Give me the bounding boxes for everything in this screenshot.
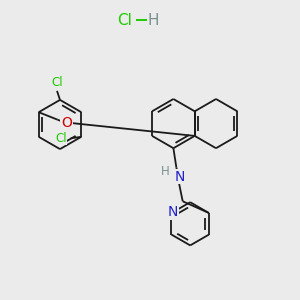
Text: Cl: Cl <box>117 13 132 28</box>
Text: N: N <box>175 170 185 184</box>
Text: H: H <box>161 165 170 178</box>
Text: O: O <box>61 116 72 130</box>
Text: N: N <box>168 206 178 219</box>
Text: Cl: Cl <box>55 132 67 145</box>
Text: Cl: Cl <box>51 76 63 89</box>
Text: H: H <box>147 13 159 28</box>
